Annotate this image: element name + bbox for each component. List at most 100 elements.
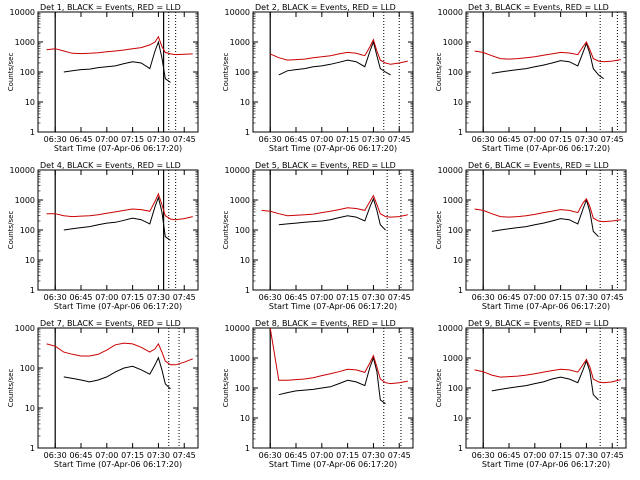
x-tick-label: 06:45 — [284, 135, 307, 144]
x-tick-label: 07:45 — [173, 293, 196, 302]
x-axis-label: Start Time (07-Apr-06 06:17:20) — [482, 302, 610, 311]
x-tick-label: 06:45 — [284, 293, 307, 302]
x-tick-label: 07:00 — [310, 451, 333, 460]
lld-series-line — [474, 41, 621, 63]
events-series-line — [63, 356, 171, 390]
lld-series-line — [269, 328, 408, 385]
y-tick-label: 1000 — [230, 354, 250, 363]
x-tick-label: 06:30 — [472, 451, 495, 460]
lld-series-line — [474, 358, 621, 384]
panel-title: Det 6, BLACK = Events, RED = LLD — [468, 161, 609, 170]
x-tick-label: 07:00 — [310, 135, 333, 144]
detector-panel-4: Det 4, BLACK = Events, RED = LLD 1 10 100 10… — [7, 161, 199, 311]
x-tick-label: 07:45 — [173, 135, 196, 144]
y-tick-label: 100 — [235, 384, 250, 393]
x-tick-label: 07:45 — [173, 451, 196, 460]
detector-panel-9: Det 9, BLACK = Events, RED = LLD 1 10 100 10… — [435, 319, 627, 469]
plot-frame — [465, 11, 627, 133]
panel-title: Det 7, BLACK = Events, RED = LLD — [40, 319, 181, 328]
x-tick-label: 07:45 — [388, 451, 411, 460]
y-tick-label: 1 — [458, 444, 463, 453]
x-tick-label: 07:00 — [523, 135, 546, 144]
x-tick-label: 07:00 — [523, 451, 546, 460]
detector-panel-1: Det 1, BLACK = Events, RED = LLD 1 10 100 10… — [7, 3, 199, 153]
y-tick-label: 10000 — [10, 166, 35, 175]
x-tick-label: 06:30 — [44, 135, 67, 144]
y-axis-label: Counts/sec — [435, 369, 443, 408]
x-axis-label: Start Time (07-Apr-06 06:17:20) — [482, 144, 610, 153]
x-tick-label: 07:45 — [601, 451, 624, 460]
x-axis-label: Start Time (07-Apr-06 06:17:20) — [269, 460, 397, 469]
x-tick-label: 07:15 — [549, 135, 572, 144]
y-tick-label: 10 — [240, 98, 250, 107]
panel-title: Det 2, BLACK = Events, RED = LLD — [255, 3, 396, 12]
y-tick-label: 10000 — [438, 8, 463, 17]
y-tick-label: 1000 — [230, 38, 250, 47]
y-tick-label: 10 — [25, 98, 35, 107]
y-tick-label: 10 — [453, 414, 463, 423]
x-tick-label: 07:30 — [575, 293, 598, 302]
y-tick-label: 10000 — [438, 324, 463, 333]
y-tick-label: 1 — [245, 128, 250, 137]
plot-frame — [465, 327, 627, 449]
y-tick-label: 1000 — [15, 324, 35, 333]
events-series-line — [278, 197, 386, 231]
y-tick-label: 1 — [30, 444, 35, 453]
panel-title: Det 5, BLACK = Events, RED = LLD — [255, 161, 396, 170]
y-tick-label: 1000 — [443, 38, 463, 47]
events-series-line — [278, 356, 386, 405]
x-tick-label: 06:30 — [44, 451, 67, 460]
plot-frame — [252, 169, 414, 291]
y-tick-label: 10 — [240, 256, 250, 265]
events-series-line — [491, 359, 599, 401]
panel-title: Det 8, BLACK = Events, RED = LLD — [255, 319, 396, 328]
detector-panel-7: Det 7, BLACK = Events, RED = LLD 1 10 100 10… — [7, 319, 199, 469]
y-tick-label: 1000 — [230, 196, 250, 205]
x-tick-label: 06:30 — [259, 293, 282, 302]
y-tick-label: 1 — [458, 286, 463, 295]
y-tick-label: 10 — [25, 256, 35, 265]
x-axis-label: Start Time (07-Apr-06 06:17:20) — [54, 144, 182, 153]
plot-frame — [37, 327, 199, 449]
x-tick-label: 07:15 — [121, 293, 144, 302]
x-tick-label: 07:00 — [95, 135, 118, 144]
y-axis-label: Counts/sec — [7, 369, 15, 408]
x-tick-label: 06:45 — [497, 451, 520, 460]
y-tick-label: 10 — [453, 256, 463, 265]
x-tick-label: 06:30 — [472, 293, 495, 302]
y-tick-label: 100 — [20, 68, 35, 77]
y-tick-label: 1000 — [443, 196, 463, 205]
x-axis-label: Start Time (07-Apr-06 06:17:20) — [54, 302, 182, 311]
plot-frame — [465, 169, 627, 291]
y-tick-label: 10000 — [10, 8, 35, 17]
y-tick-label: 10000 — [438, 166, 463, 175]
lld-series-line — [46, 35, 193, 56]
x-tick-label: 07:30 — [362, 293, 385, 302]
x-tick-label: 07:00 — [95, 451, 118, 460]
x-tick-label: 07:45 — [388, 135, 411, 144]
x-tick-label: 07:00 — [523, 293, 546, 302]
x-tick-label: 06:30 — [259, 451, 282, 460]
y-tick-label: 10000 — [225, 324, 250, 333]
y-tick-label: 10 — [453, 98, 463, 107]
y-tick-label: 10000 — [225, 166, 250, 175]
x-tick-label: 07:15 — [336, 451, 359, 460]
y-axis-label: Counts/sec — [7, 53, 15, 92]
y-tick-label: 1000 — [15, 38, 35, 47]
y-tick-label: 1 — [458, 128, 463, 137]
x-tick-label: 07:15 — [549, 293, 572, 302]
y-axis-label: Counts/sec — [222, 369, 230, 408]
x-tick-label: 06:30 — [472, 135, 495, 144]
y-axis-label: Counts/sec — [435, 211, 443, 250]
y-tick-label: 1 — [30, 128, 35, 137]
lld-series-line — [269, 38, 408, 65]
x-tick-label: 07:30 — [147, 135, 170, 144]
x-tick-label: 07:30 — [362, 451, 385, 460]
y-tick-label: 1 — [245, 286, 250, 295]
y-tick-label: 1000 — [443, 354, 463, 363]
x-tick-label: 07:30 — [575, 135, 598, 144]
x-tick-label: 06:30 — [259, 135, 282, 144]
x-tick-label: 07:15 — [336, 135, 359, 144]
panel-title: Det 3, BLACK = Events, RED = LLD — [468, 3, 609, 12]
